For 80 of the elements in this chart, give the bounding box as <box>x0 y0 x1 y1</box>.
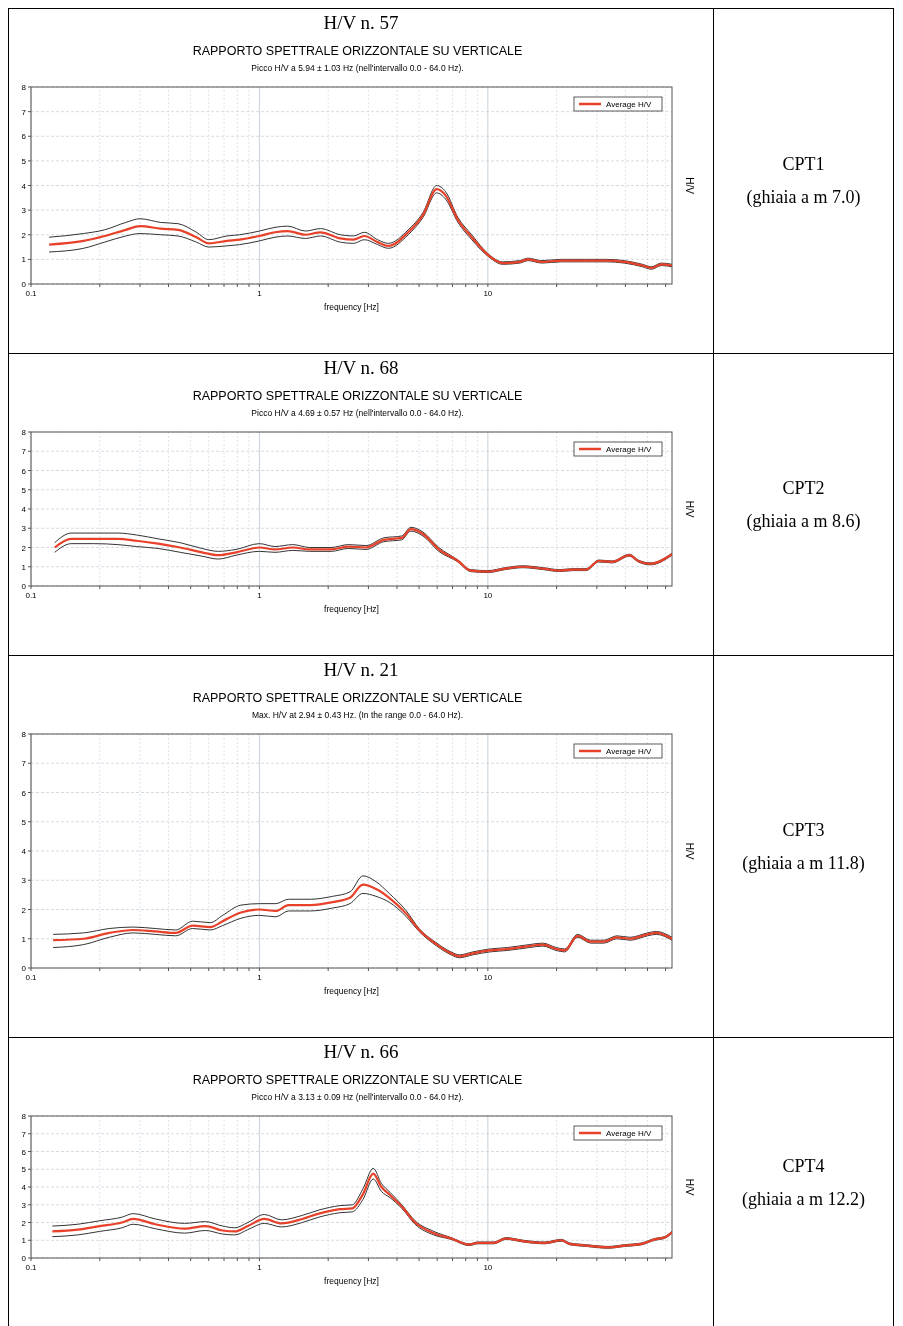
y-axis-title: H/V <box>684 842 695 860</box>
text: H/V n. 68 <box>322 356 400 380</box>
y-tick-label: 3 <box>21 1200 27 1210</box>
y-tick-label: 7 <box>21 759 27 769</box>
y-axis-title: H/V <box>684 1178 695 1196</box>
x-tick-label: 0.1 <box>25 973 38 982</box>
text: (ghiaia a m 8.6) <box>746 509 861 533</box>
text: H/V n. 57 <box>322 11 400 35</box>
y-tick-label: 3 <box>21 524 27 534</box>
legend-label: Average H/V <box>606 747 652 756</box>
text: (ghiaia a m 7.0) <box>746 186 861 209</box>
chart-title: RAPPORTO SPETTRALE ORIZZONTALE SU VERTICALE <box>192 1073 523 1087</box>
x-tick-label: 0.1 <box>25 1263 38 1272</box>
text: CPT4 <box>782 1154 825 1178</box>
y-tick-label: 2 <box>21 905 27 915</box>
y-tick-label: 1 <box>21 255 27 265</box>
y-tick-label: 4 <box>21 505 27 514</box>
y-tick-label: 8 <box>21 730 27 739</box>
y-tick-label: 6 <box>21 788 27 798</box>
y-tick-label: 0 <box>21 964 27 973</box>
y-tick-label: 7 <box>21 447 27 457</box>
x-tick-label: 10 <box>483 1263 493 1272</box>
y-axis-title: H/V <box>684 500 695 518</box>
y-tick-label: 5 <box>21 156 27 166</box>
x-tick-label: 0.1 <box>25 591 38 600</box>
text: H/V n. 21 <box>322 658 400 682</box>
y-tick-label: 3 <box>21 206 27 216</box>
x-axis-title: frequency [Hz] <box>324 604 379 614</box>
chart-title: RAPPORTO SPETTRALE ORIZZONTALE SU VERTICALE <box>192 389 523 403</box>
text: H/V n. 66 <box>322 1040 400 1064</box>
y-tick-label: 3 <box>21 876 27 886</box>
chart-subtitle: Picco H/V a 4.69 ± 0.57 Hz (nell'intervallo 0.0 - 64.0 Hz). <box>251 408 464 418</box>
y-axis-title: H/V <box>684 177 695 195</box>
chart-title: RAPPORTO SPETTRALE ORIZZONTALE SU VERTICALE <box>192 44 523 58</box>
text: CPT1 <box>782 153 825 176</box>
y-tick-label: 4 <box>21 847 27 856</box>
text: CPT3 <box>782 818 825 842</box>
y-tick-label: 8 <box>21 83 27 92</box>
y-tick-label: 1 <box>21 562 27 572</box>
y-tick-label: 5 <box>21 485 27 495</box>
y-tick-label: 4 <box>21 181 27 191</box>
x-axis-title: frequency [Hz] <box>324 302 379 312</box>
x-axis-title: frequency [Hz] <box>324 986 379 996</box>
y-tick-label: 6 <box>21 1147 27 1157</box>
x-axis-title: frequency [Hz] <box>324 1276 379 1286</box>
y-tick-label: 5 <box>21 1165 27 1175</box>
x-tick-label: 1 <box>257 289 263 298</box>
x-tick-label: 10 <box>483 591 493 600</box>
x-tick-label: 10 <box>483 973 493 982</box>
y-tick-label: 1 <box>21 934 27 944</box>
y-tick-label: 0 <box>21 1254 27 1263</box>
legend-label: Average H/V <box>606 100 652 109</box>
x-tick-label: 0.1 <box>25 289 38 298</box>
y-tick-label: 8 <box>21 428 27 437</box>
chart-subtitle: Max. H/V at 2.94 ± 0.43 Hz. (In the range 0.0 - 64.0 Hz). <box>251 710 464 720</box>
y-tick-label: 0 <box>21 280 27 289</box>
text: (ghiaia a m 11.8) <box>742 851 865 875</box>
x-tick-label: 1 <box>257 591 263 600</box>
text: (ghiaia a m 12.2) <box>742 1187 865 1211</box>
y-tick-label: 1 <box>21 1236 27 1246</box>
text: CPT2 <box>782 476 825 500</box>
y-tick-label: 2 <box>21 543 27 553</box>
y-tick-label: 2 <box>21 230 27 240</box>
chart-subtitle: Picco H/V a 5.94 ± 1.03 Hz (nell'intervallo 0.0 - 64.0 Hz). <box>251 63 464 73</box>
y-tick-label: 2 <box>21 1218 27 1228</box>
y-tick-label: 4 <box>21 1183 27 1192</box>
x-tick-label: 10 <box>483 289 493 298</box>
chart-subtitle: Picco H/V a 3.13 ± 0.09 Hz (nell'intervallo 0.0 - 64.0 Hz). <box>251 1092 464 1102</box>
y-tick-label: 0 <box>21 582 27 591</box>
x-tick-label: 1 <box>257 1263 263 1272</box>
x-tick-label: 1 <box>257 973 263 982</box>
legend-label: Average H/V <box>606 1129 652 1138</box>
chart-title: RAPPORTO SPETTRALE ORIZZONTALE SU VERTICALE <box>192 691 523 705</box>
y-tick-label: 6 <box>21 132 27 142</box>
y-tick-label: 5 <box>21 817 27 827</box>
y-tick-label: 7 <box>21 107 27 117</box>
y-tick-label: 7 <box>21 1129 27 1139</box>
legend-label: Average H/V <box>606 445 652 454</box>
y-tick-label: 6 <box>21 466 27 476</box>
y-tick-label: 8 <box>21 1112 27 1121</box>
